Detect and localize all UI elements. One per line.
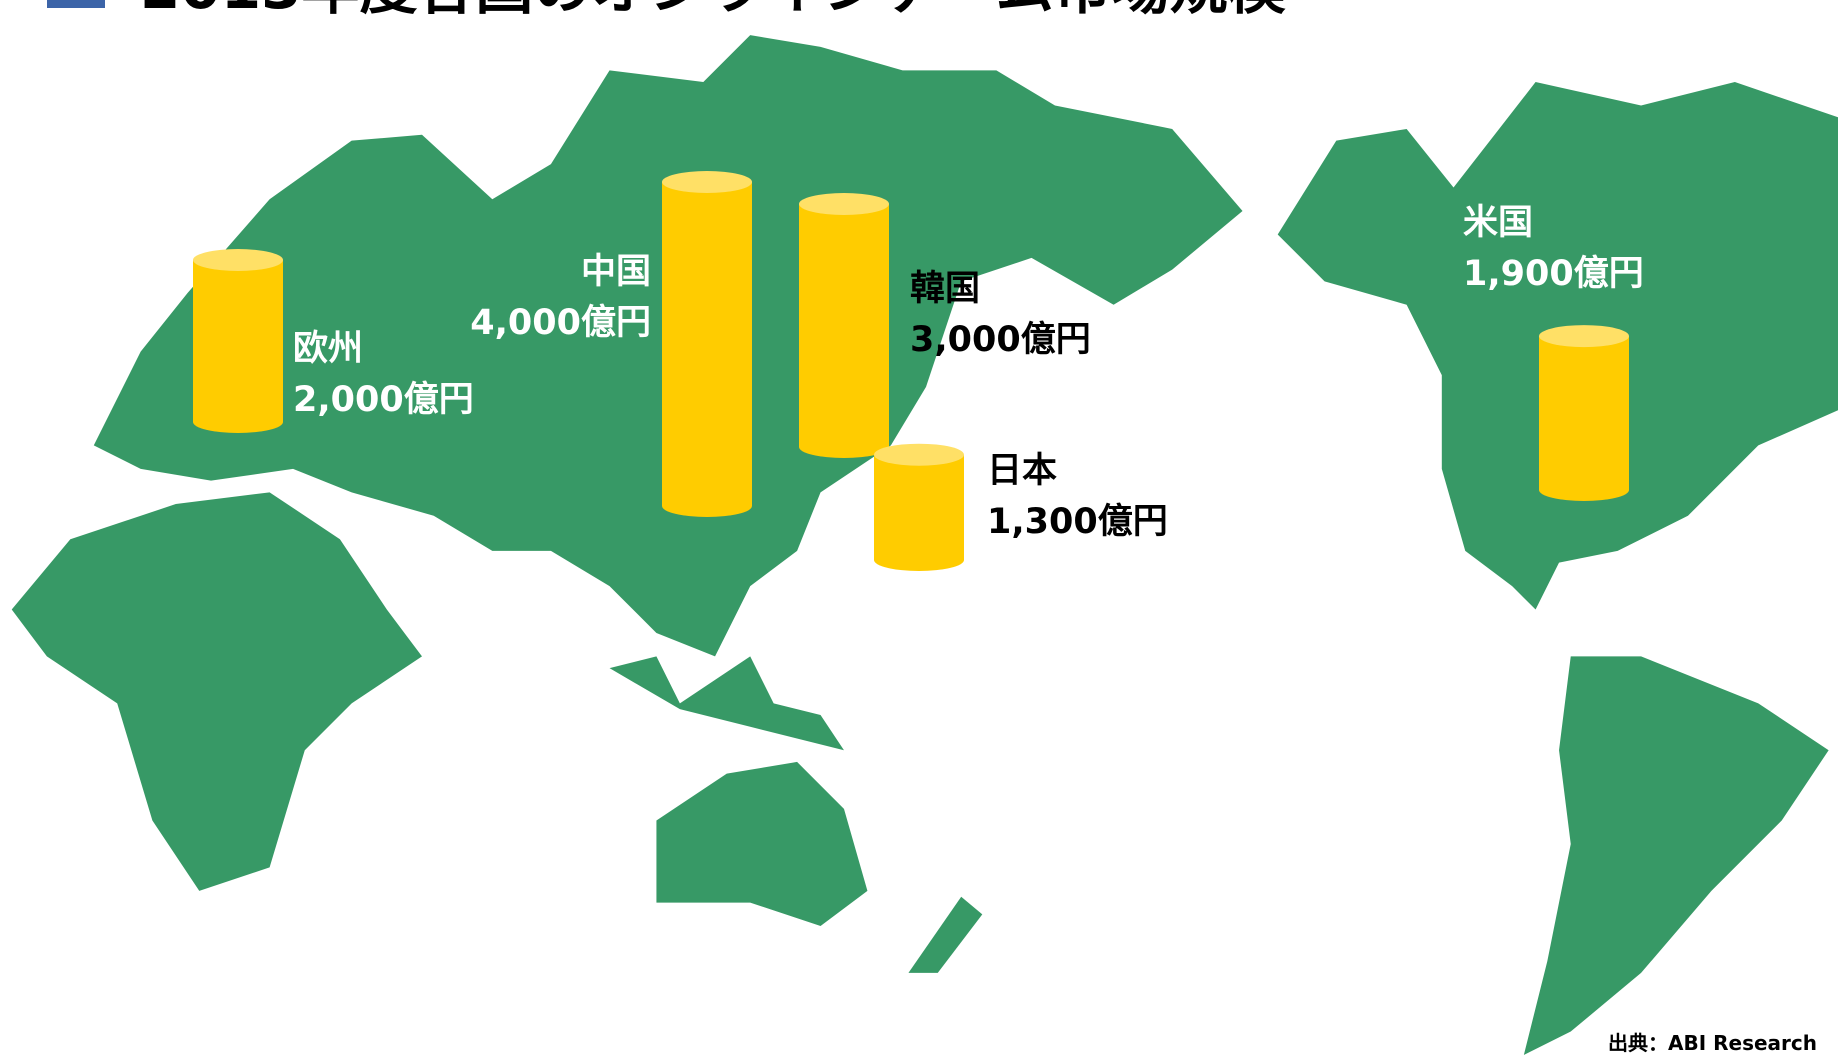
cylinder (874, 443, 964, 571)
cylinder-top (1539, 325, 1629, 348)
region-value: 1,900億円 (1463, 254, 1644, 294)
cylinder (1539, 325, 1629, 501)
region-name: 中国 (581, 252, 651, 292)
region-value: 3,000億円 (910, 320, 1091, 360)
africa (11, 492, 422, 891)
cylinder-top (874, 443, 964, 466)
title: 2013年度各国のオンラインゲーム市場規模 (140, 0, 1286, 22)
region-value: 4,000億円 (470, 303, 651, 343)
cylinder-body (1539, 336, 1629, 490)
cylinder-top (799, 193, 889, 215)
region-name: 米国 (1463, 203, 1533, 243)
title-marker (47, 0, 105, 8)
region-name: 韓国 (910, 269, 980, 309)
region-value: 1,300億円 (987, 502, 1168, 542)
southeast-asia (609, 656, 844, 751)
cylinder-top (193, 249, 283, 271)
cylinder-top (662, 171, 752, 193)
cylinder (799, 193, 889, 458)
cylinder-body (193, 260, 283, 422)
australia (656, 761, 868, 927)
cylinder-body (662, 182, 752, 506)
cylinder (193, 249, 283, 433)
region-value: 2,000億円 (293, 380, 474, 420)
south-america (1523, 656, 1829, 1055)
region-name: 日本 (987, 451, 1057, 491)
cylinder (662, 171, 752, 517)
source: 出典：ABI Research (1608, 1031, 1817, 1055)
cylinder-body (799, 204, 889, 447)
region-name: 欧州 (293, 329, 363, 369)
cylinder-body (874, 454, 964, 560)
new-zealand (908, 896, 983, 973)
